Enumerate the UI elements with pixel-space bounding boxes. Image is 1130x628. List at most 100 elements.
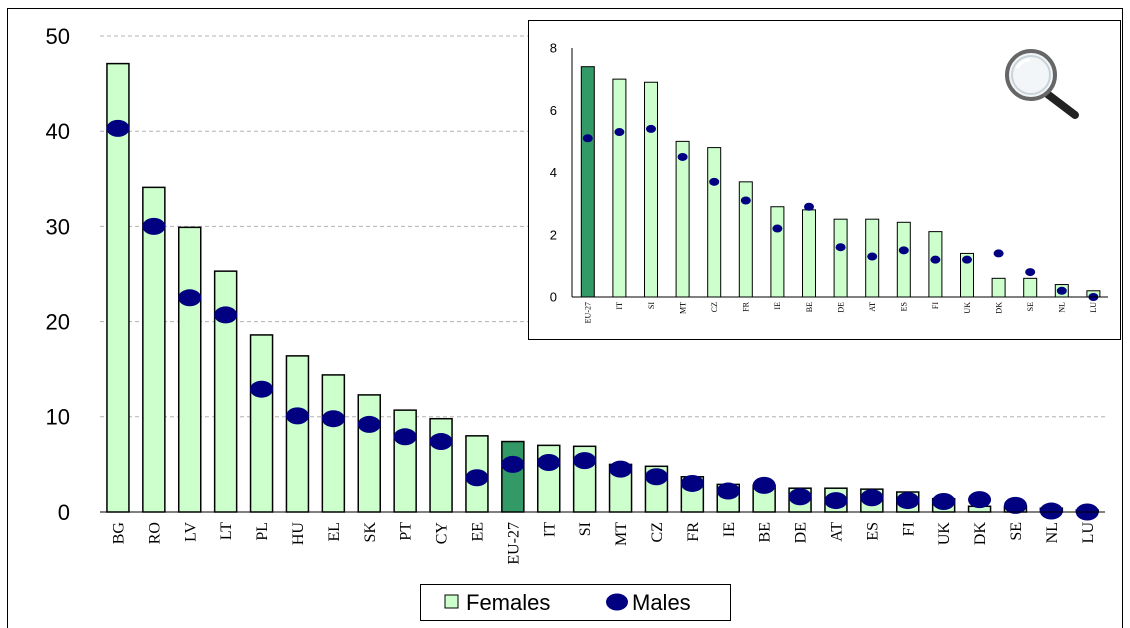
marker-males-AT xyxy=(824,492,848,510)
main-x-axis: BG RO LV LT PL HU EL SK PT CY EE EU-27 IT SI MT CZ FR IE B… xyxy=(111,522,1097,565)
y-tick-label: 0 xyxy=(58,500,70,525)
x-tick-label: HU xyxy=(290,522,307,546)
x-tick-label: EU-27 xyxy=(584,302,593,323)
main-y-axis: 0 10 20 30 40 50 xyxy=(46,24,70,525)
legend-males-label: Males xyxy=(632,590,691,615)
y-tick-label: 2 xyxy=(550,227,557,242)
marker-males-IT xyxy=(537,453,561,471)
marker-males-NL xyxy=(1056,286,1067,295)
x-tick-label: SI xyxy=(577,522,594,536)
marker-males-FR xyxy=(740,196,751,205)
bar-females-PT xyxy=(393,409,417,513)
main-male-markers xyxy=(106,119,1099,521)
x-tick-label: LU xyxy=(1089,302,1098,313)
x-tick-label: ES xyxy=(900,302,909,311)
x-tick-label: BG xyxy=(111,522,128,545)
marker-males-EU-27 xyxy=(501,455,525,473)
x-tick-label: IT xyxy=(615,302,624,310)
x-tick-label: CZ xyxy=(649,522,666,542)
x-tick-label: DK xyxy=(972,522,989,546)
marker-males-LV xyxy=(178,289,202,307)
x-tick-label: RO xyxy=(146,522,163,544)
y-tick-label: 40 xyxy=(46,119,70,144)
x-tick-label: PT xyxy=(398,522,415,541)
bar-females-HU xyxy=(285,355,310,513)
x-tick-label: LT xyxy=(218,522,235,540)
bar-females-EU-27 xyxy=(501,440,525,513)
legend-females-label: Females xyxy=(466,590,550,615)
x-tick-label: FR xyxy=(742,301,751,311)
marker-males-AT xyxy=(867,252,878,261)
x-tick-label: SE xyxy=(1026,302,1035,311)
marker-males-RO xyxy=(142,217,166,235)
x-tick-label: MT xyxy=(613,522,630,546)
marker-males-CY xyxy=(429,433,453,451)
marker-males-DK xyxy=(968,491,992,509)
bar-females-LV xyxy=(178,226,202,513)
marker-males-SK xyxy=(357,415,381,433)
y-tick-label: 30 xyxy=(46,214,70,239)
marker-males-BE xyxy=(804,202,814,211)
x-tick-label: UK xyxy=(936,522,953,546)
x-tick-label: AT xyxy=(829,522,846,542)
marker-males-BE xyxy=(752,476,776,494)
x-tick-label: PL xyxy=(254,522,271,541)
marker-males-PT xyxy=(393,428,417,446)
x-tick-label: BE xyxy=(757,522,774,542)
x-tick-label: LV xyxy=(182,522,199,542)
marker-males-FI xyxy=(896,492,920,510)
bar-females-FI xyxy=(928,231,943,298)
y-tick-label: 4 xyxy=(550,165,557,180)
marker-males-ES xyxy=(898,246,909,255)
marker-males-EU-27 xyxy=(582,134,593,143)
bar-females-ES xyxy=(896,221,911,298)
marker-males-IE xyxy=(772,224,783,233)
x-tick-label: FI xyxy=(900,522,917,536)
marker-males-UK xyxy=(962,255,972,264)
x-tick-label: EL xyxy=(326,522,343,542)
bar-females-IE xyxy=(770,206,785,298)
marker-males-HU xyxy=(285,407,309,425)
bar-females-BE xyxy=(802,209,816,298)
bar-females-DK xyxy=(991,277,1006,298)
x-tick-label: IT xyxy=(541,522,558,537)
marker-males-NL xyxy=(1039,502,1063,520)
x-tick-label: SK xyxy=(362,522,379,543)
inset-x-axis: EU-27 IT SI MT CZ FR IE BE DE AT ES FI UK DK SE NL LU xyxy=(584,301,1099,323)
x-tick-label: LU xyxy=(1080,522,1097,544)
y-tick-label: 20 xyxy=(46,310,70,335)
legend-males-marker xyxy=(606,593,628,611)
marker-males-IT xyxy=(614,128,625,137)
x-tick-label: NL xyxy=(1044,522,1061,543)
bar-females-SE xyxy=(1023,277,1038,298)
x-tick-label: DE xyxy=(836,302,845,313)
bar-females-PL xyxy=(249,334,274,513)
x-tick-label: BE xyxy=(805,302,814,312)
y-tick-label: 6 xyxy=(550,103,557,118)
x-tick-label: EU-27 xyxy=(505,522,522,565)
marker-males-PL xyxy=(250,380,274,398)
bar-females-DE xyxy=(833,218,848,298)
x-tick-label: SE xyxy=(1008,522,1025,541)
x-tick-label: IE xyxy=(773,302,782,310)
marker-males-BG xyxy=(106,119,130,137)
inset-chart: 0 2 4 6 8 EU-27 IT SI MT CZ FR IE BE DE AT ES FI UK DK SE N… xyxy=(528,20,1121,340)
marker-males-UK xyxy=(932,493,956,511)
inset-y-axis: 0 2 4 6 8 xyxy=(550,41,557,305)
x-tick-label: FI xyxy=(931,302,940,309)
x-tick-label: DE xyxy=(793,522,810,543)
x-tick-label: IE xyxy=(721,522,738,537)
x-tick-label: NL xyxy=(1058,302,1067,313)
y-tick-label: 0 xyxy=(550,290,557,305)
bar-females-RO xyxy=(142,186,166,513)
marker-males-FI xyxy=(930,255,941,264)
marker-males-LT xyxy=(214,306,238,324)
inset-male-markers xyxy=(582,124,1099,301)
marker-males-DK xyxy=(993,249,1004,258)
bar-females-EL xyxy=(321,374,346,513)
x-tick-label: EE xyxy=(470,522,487,542)
marker-males-EL xyxy=(321,410,345,428)
marker-males-DE xyxy=(788,488,812,506)
marker-males-DE xyxy=(835,243,846,252)
